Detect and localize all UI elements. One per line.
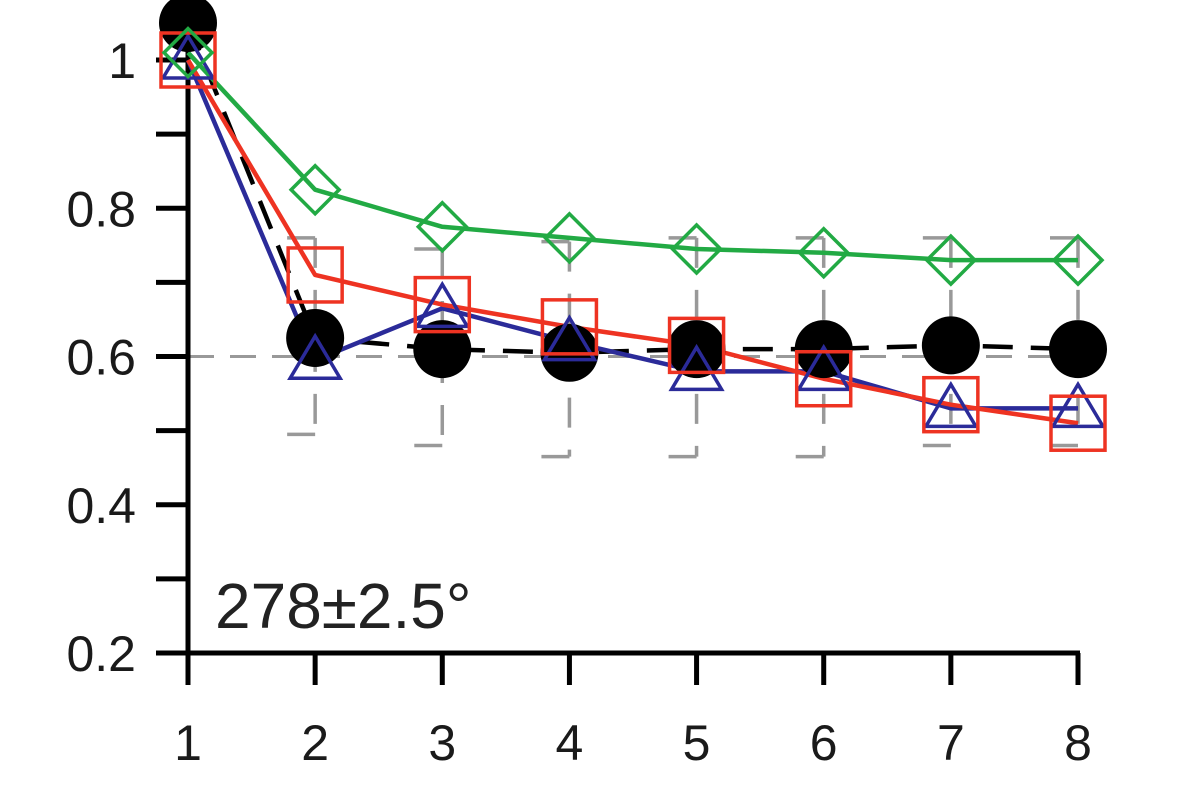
chart-annotation: 278±2.5°: [215, 570, 471, 642]
x-tick-label: 6: [810, 715, 838, 771]
error-bar: [1050, 236, 1080, 448]
data-point-circle: [413, 320, 472, 379]
x-tick-label: 4: [556, 715, 584, 771]
data-point-diamond: [415, 200, 469, 254]
error-bar: [414, 247, 445, 448]
data-point-diamond: [797, 226, 851, 280]
series-line-diamond: [186, 51, 1078, 263]
data-point-diamond: [1051, 233, 1105, 287]
data-point-square: [286, 246, 344, 304]
data-point-triangle: [795, 343, 852, 392]
data-point-triangle: [541, 314, 598, 362]
data-point-diamond: [670, 222, 724, 276]
data-point-square: [159, 31, 217, 89]
data-point-circle: [921, 316, 980, 375]
data-point-square: [794, 349, 853, 408]
error-bar: [922, 236, 953, 448]
data-point-diamond: [161, 26, 215, 80]
x-tick-label: 5: [683, 715, 711, 771]
series-layer: [159, 0, 1107, 452]
data-point-diamond: [924, 233, 978, 287]
data-point-diamond: [288, 163, 342, 217]
data-point-square: [922, 375, 980, 434]
y-tick-label: 0.2: [66, 626, 136, 682]
y-tick-label: 1: [108, 33, 136, 89]
data-point-triangle: [668, 343, 725, 392]
y-tick-label: 0.8: [66, 181, 136, 237]
x-tick-label: 2: [301, 715, 329, 771]
data-point-triangle: [922, 380, 979, 429]
x-tick-label: 7: [937, 715, 965, 771]
data-point-square: [667, 316, 726, 375]
data-point-square: [540, 298, 599, 356]
data-point-triangle: [414, 280, 471, 329]
axes: 0.2 0.4 0.6 0.8 1 1 2 3 4 5 6 7 8: [66, 20, 1092, 771]
x-tick-label: 1: [174, 715, 202, 771]
series-line-square: [186, 58, 1079, 426]
x-tick-label: 8: [1064, 715, 1092, 771]
y-tick-label: 0.4: [66, 478, 136, 534]
data-point-square: [413, 275, 472, 334]
data-point-square: [1049, 394, 1107, 452]
data-point-triangle: [287, 332, 344, 380]
data-point-circle: [1049, 320, 1107, 379]
x-tick-label: 3: [428, 715, 456, 771]
data-point-diamond: [542, 211, 596, 265]
data-point-triangle: [1049, 380, 1107, 429]
data-point-circle: [159, 0, 217, 52]
y-tick-label: 0.6: [66, 330, 136, 386]
